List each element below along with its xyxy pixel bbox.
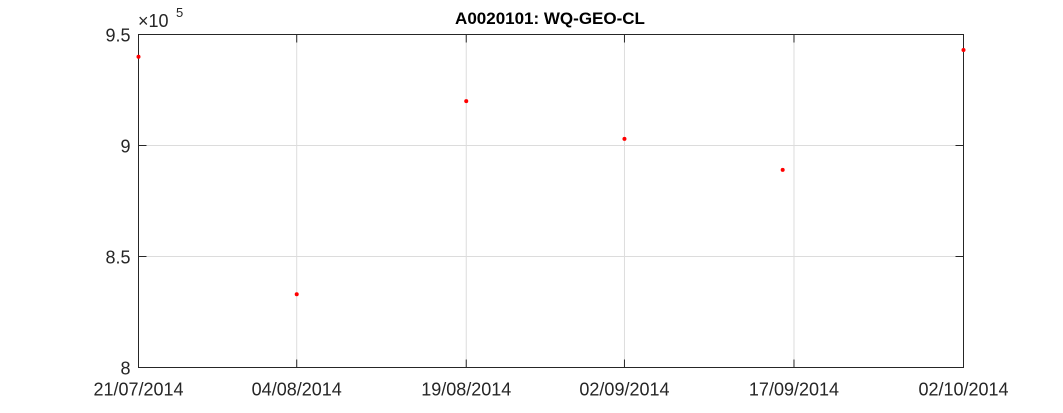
x-tick-label: 21/07/2014 — [93, 380, 183, 400]
plot-frame — [138, 34, 964, 368]
x-tick-label: 02/09/2014 — [579, 380, 669, 400]
data-point — [961, 48, 966, 53]
x-tick-label: 17/09/2014 — [749, 380, 839, 400]
chart-title: A0020101: WQ-GEO-CL — [455, 9, 645, 28]
x-tick-label: 19/08/2014 — [421, 380, 511, 400]
tick-layer: 21/07/2014 04/08/2014 19/08/2014 02/09/2014… — [93, 26, 1008, 400]
data-point — [464, 99, 469, 104]
y-tick-label: 8.5 — [105, 248, 130, 268]
y-axis-multiplier-exponent: 5 — [176, 5, 183, 20]
x-tick-label: 04/08/2014 — [252, 380, 342, 400]
y-tick-label: 9 — [120, 137, 130, 157]
point-layer — [136, 48, 966, 297]
data-point — [136, 54, 141, 59]
x-tick-label: 02/10/2014 — [918, 380, 1008, 400]
y-tick-label: 8 — [120, 359, 130, 379]
grid-layer — [138, 34, 964, 368]
y-axis-multiplier-base: ×10 — [138, 11, 169, 31]
data-point — [780, 167, 785, 172]
data-point — [294, 292, 299, 297]
y-tick-label: 9.5 — [105, 26, 130, 46]
data-point — [622, 136, 627, 141]
